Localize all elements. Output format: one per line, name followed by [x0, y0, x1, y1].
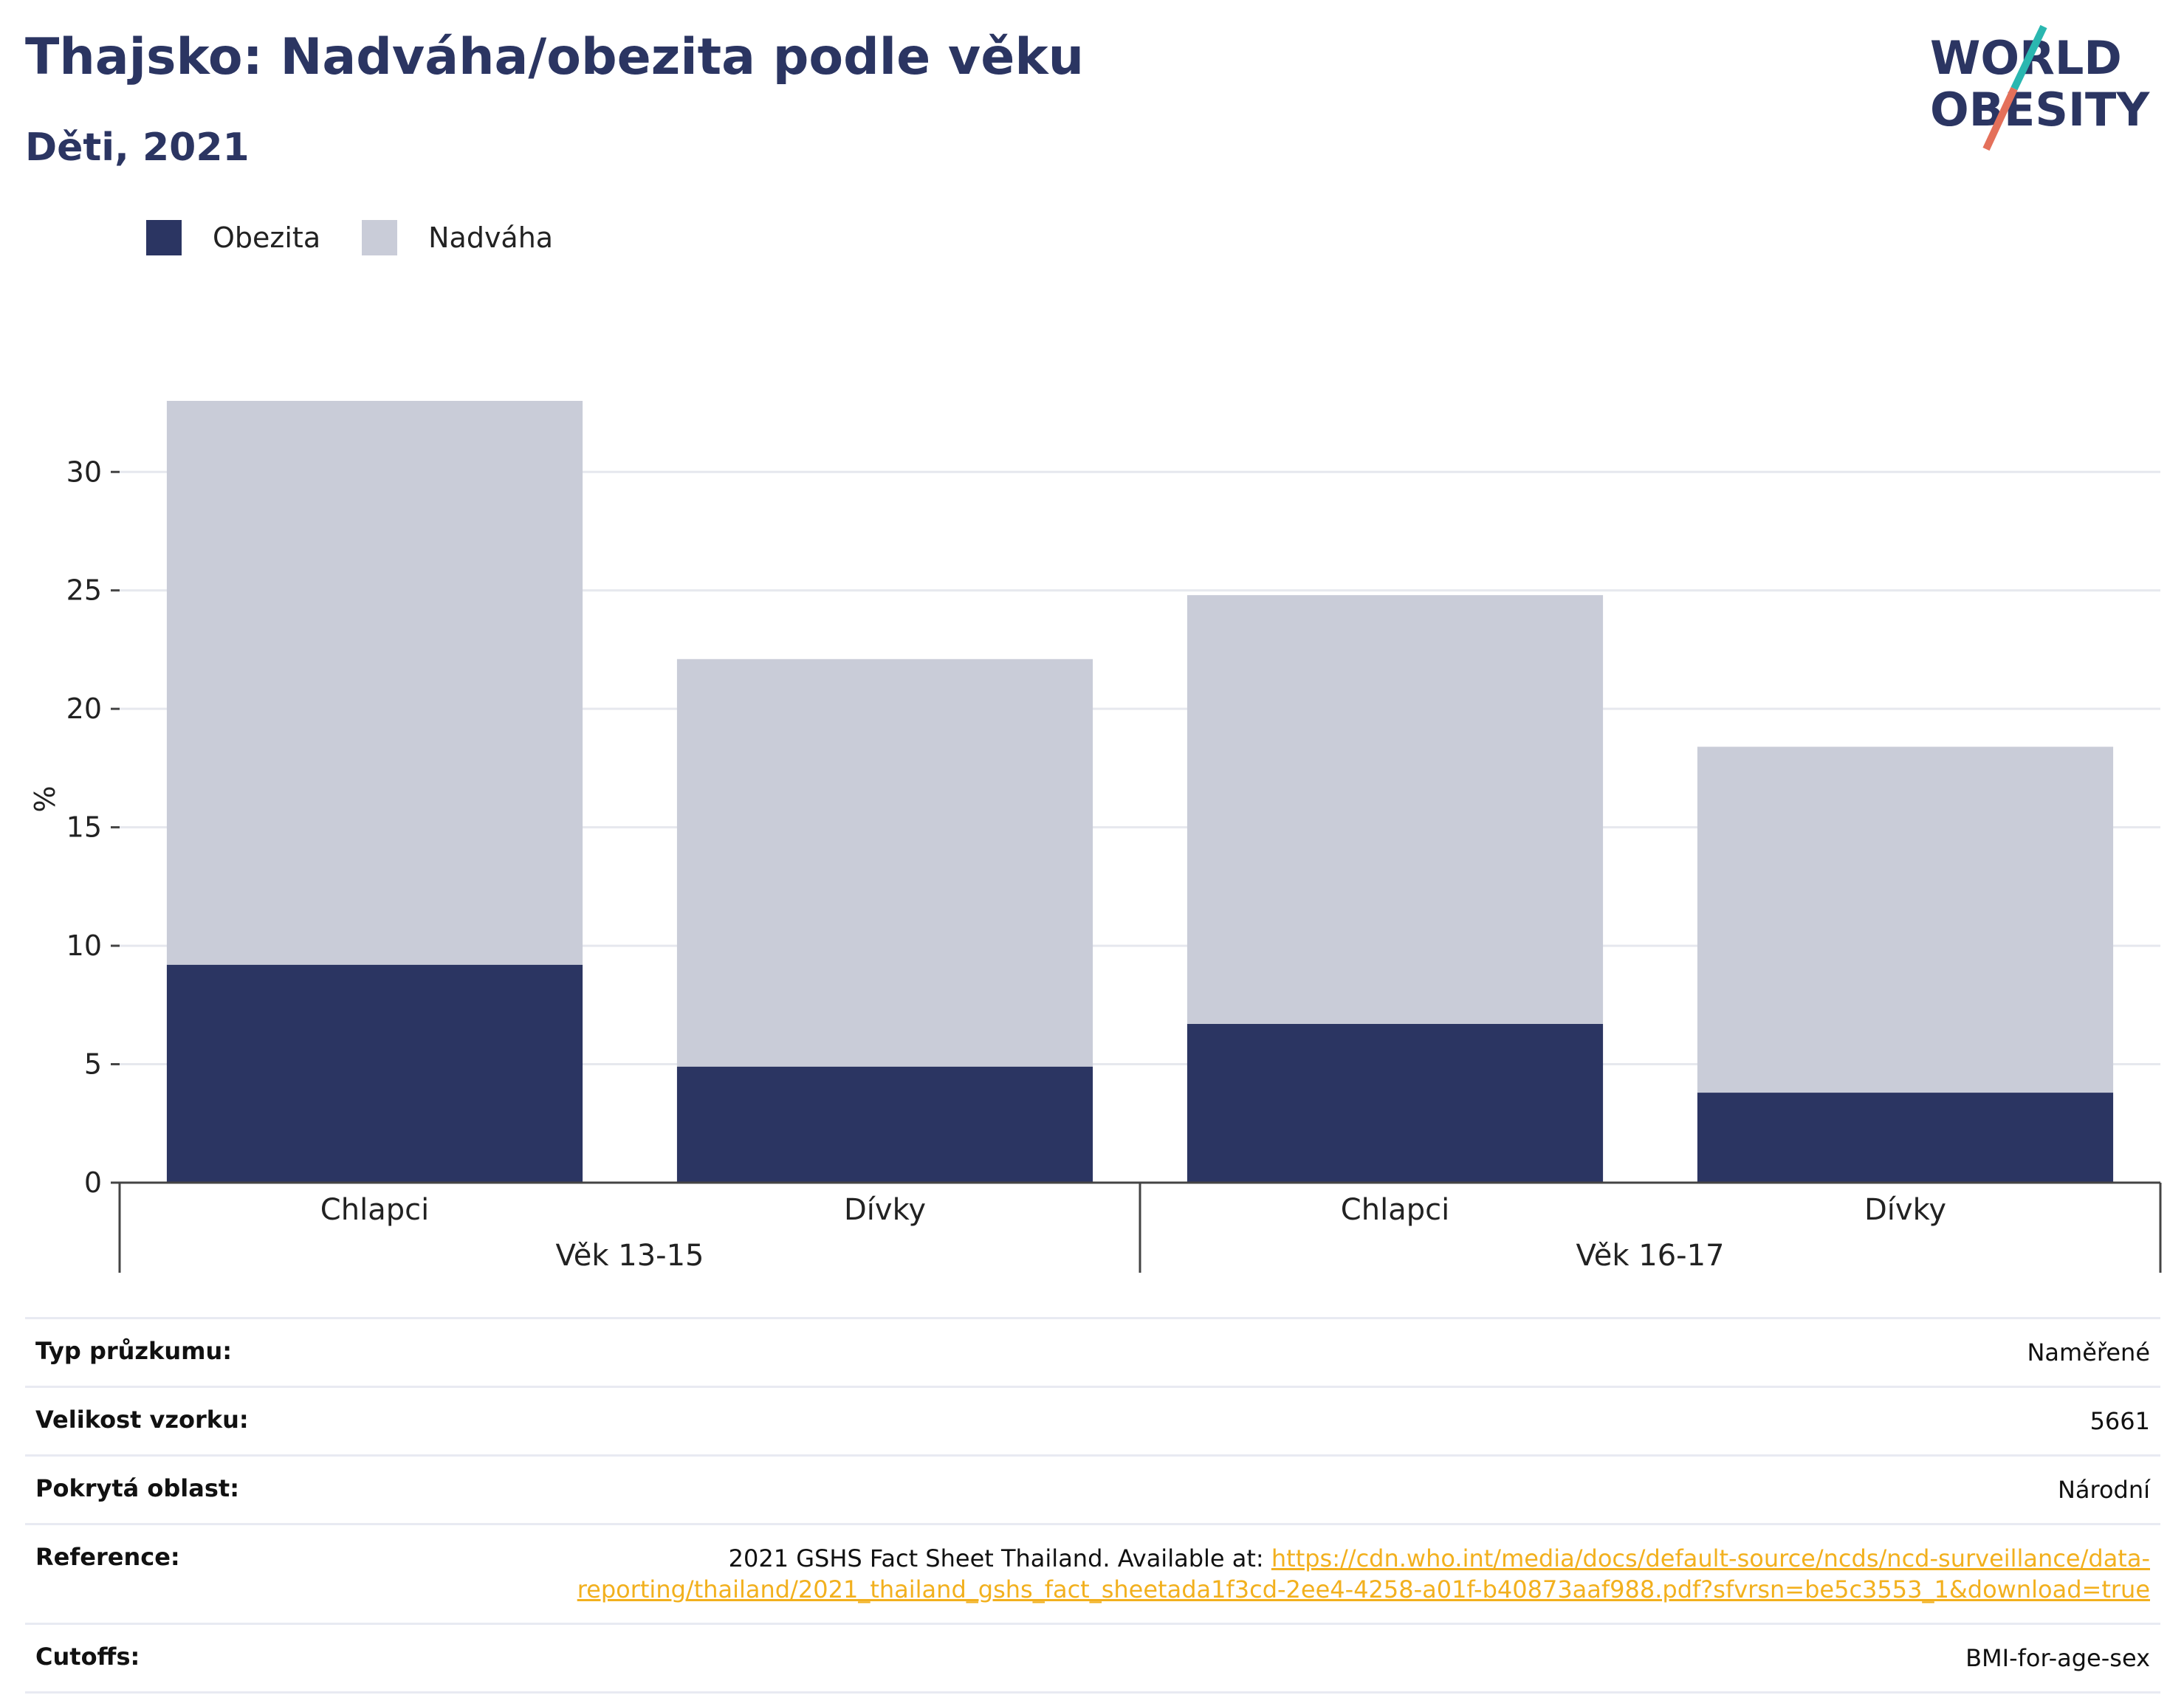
- details-row-cutoffs: Cutoffs: BMI-for-age-sex: [25, 1623, 2160, 1694]
- group-label: Věk 13-15: [556, 1239, 704, 1273]
- details-value: 5661: [2089, 1407, 2150, 1435]
- y-tick-label: 20: [66, 692, 102, 725]
- world-obesity-logo: WORLD OBESITY: [1930, 24, 2150, 151]
- details-row-area: Pokrytá oblast: Národní: [25, 1454, 2160, 1523]
- reference-link[interactable]: https://cdn.who.int/media/docs/default-s…: [577, 1544, 2150, 1603]
- x-tick-label: Chlapci: [1341, 1193, 1449, 1227]
- bar-nadváha-0: [166, 401, 583, 965]
- y-tick-label: 15: [66, 811, 102, 844]
- stacked-bar-chart: 0 5 10 15 20 25 30% Chlapci Dívky Chlapci Dívky Věk…: [29, 401, 2162, 1273]
- y-tick-label: 0: [84, 1166, 102, 1199]
- bar-obezita-0: [166, 964, 583, 1183]
- bar-obezita-2: [1187, 1023, 1604, 1183]
- bar-nadváha-3: [1697, 746, 2114, 1093]
- details-row-survey-type: Typ průzkumu: Naměřené: [25, 1317, 2160, 1386]
- logo-line2: OBESITY: [1930, 83, 2150, 137]
- details-value: Národní: [2057, 1476, 2150, 1504]
- details-row-sample-size: Velikost vzorku: 5661: [25, 1386, 2160, 1454]
- legend-item-nadvaha[interactable]: Nadváha: [362, 220, 553, 255]
- legend-swatch-obezita: [146, 220, 182, 255]
- legend-swatch-nadvaha: [362, 220, 398, 255]
- y-tick-label: 25: [66, 574, 102, 607]
- x-tick-label: Dívky: [1864, 1193, 1946, 1227]
- details-label: Pokrytá oblast:: [35, 1474, 239, 1502]
- details-value: BMI-for-age-sex: [1965, 1644, 2150, 1672]
- x-tick-label: Dívky: [844, 1193, 926, 1227]
- legend-label-nadvaha: Nadváha: [428, 221, 554, 254]
- details-table: Typ průzkumu: Naměřené Velikost vzorku: …: [25, 1317, 2160, 1694]
- legend-item-obezita[interactable]: Obezita: [146, 220, 320, 255]
- details-label: Reference:: [35, 1543, 180, 1571]
- bar-obezita-3: [1697, 1093, 2114, 1183]
- logo-slash-teal: [2010, 24, 2047, 91]
- y-tick-label: 10: [66, 929, 102, 962]
- chart-subtitle: Děti, 2021: [25, 126, 250, 170]
- bar-nadváha-1: [676, 659, 1093, 1067]
- group-label: Věk 16-17: [1576, 1239, 1725, 1273]
- details-row-reference: Reference: 2021 GSHS Fact Sheet Thailand…: [25, 1523, 2160, 1623]
- y-axis-label: %: [29, 785, 61, 812]
- details-value: 2021 GSHS Fact Sheet Thailand. Available…: [452, 1543, 2150, 1605]
- bar-obezita-1: [676, 1066, 1093, 1183]
- details-label: Typ průzkumu:: [35, 1337, 233, 1365]
- details-label: Velikost vzorku:: [35, 1406, 249, 1434]
- chart-title: Thajsko: Nadváha/obezita podle věku: [25, 28, 1084, 86]
- x-tick-label: Chlapci: [320, 1193, 429, 1227]
- logo-slash-coral: [1982, 86, 2018, 151]
- chart-legend: Obezita Nadváha: [146, 220, 594, 255]
- y-tick-label: 30: [66, 455, 102, 488]
- bar-nadváha-2: [1187, 595, 1604, 1024]
- y-tick-label: 5: [84, 1048, 102, 1081]
- details-label: Cutoffs:: [35, 1643, 140, 1671]
- legend-label-obezita: Obezita: [213, 221, 321, 254]
- details-value: Naměřené: [2027, 1338, 2150, 1366]
- reference-text: 2021 GSHS Fact Sheet Thailand. Available…: [728, 1544, 1271, 1572]
